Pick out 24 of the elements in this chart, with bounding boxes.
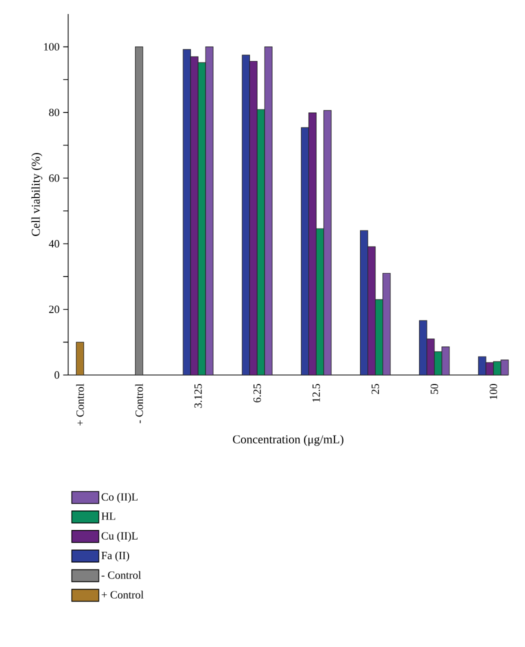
legend-label: + Control — [102, 590, 144, 598]
x-tick-label: 100 — [490, 384, 498, 400]
y-tick-label: 40 — [48, 240, 60, 248]
x-axis-title: Concentration (μg/mL) — [232, 434, 344, 446]
legend-label: Co (II)L — [102, 492, 138, 503]
y-tick-label: 20 — [49, 306, 60, 314]
legend-label: - Control — [102, 571, 141, 579]
x-tick-label: - Control — [135, 384, 143, 424]
bar — [135, 46, 144, 376]
x-tick-label: 50 — [430, 384, 438, 394]
x-tick-label: 12.5 — [312, 384, 320, 402]
y-tick-label: 0 — [54, 371, 60, 379]
x-tick-label: + Control — [76, 384, 84, 426]
y-tick-label: 100 — [44, 43, 60, 51]
y-tick-label: 60 — [49, 174, 60, 182]
x-tick-label: 6.25 — [253, 384, 261, 402]
legend-label: Fa (II) — [102, 551, 130, 562]
y-tick-label: 80 — [49, 108, 60, 116]
x-tick-label: 25 — [372, 384, 380, 394]
legend-label: HL — [102, 512, 116, 520]
legend-label: Cu (II)L — [102, 532, 138, 542]
x-tick-label: 3.125 — [194, 384, 202, 408]
y-axis-title: Cell viability (%) — [31, 153, 42, 236]
bar — [76, 342, 84, 376]
